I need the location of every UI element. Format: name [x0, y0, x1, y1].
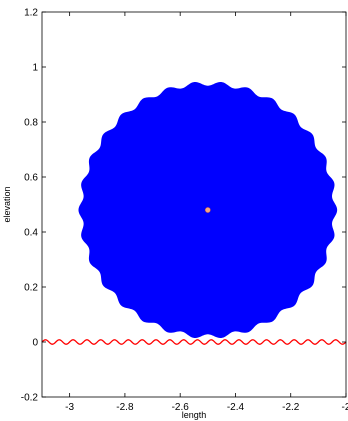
plot-frame	[41, 11, 347, 398]
x-axis-ticks: -3 -2.8 -2.6 -2.4 -2.2 -2	[65, 12, 348, 413]
y-tick-label: 1.2	[24, 8, 38, 19]
x-tick-label: -2	[342, 402, 348, 413]
y-tick-label: 0.8	[24, 118, 38, 129]
y-tick-label: 1	[32, 63, 38, 74]
plot-content	[41, 81, 347, 345]
y-tick-label: 0.4	[24, 228, 38, 239]
y-axis-ticks: -0.2 0 0.2 0.4 0.6 0.8 1 1.2	[21, 8, 346, 404]
y-tick-label: 0.2	[24, 283, 38, 294]
x-tick-label: -2.8	[116, 402, 134, 413]
x-tick-label: -2.2	[282, 402, 300, 413]
x-tick-label: -2.4	[227, 402, 245, 413]
y-tick-label: 0.6	[24, 173, 38, 184]
y-tick-label: -0.2	[21, 393, 39, 404]
y-axis-label: elevation	[2, 186, 12, 222]
ground-line	[41, 339, 347, 345]
x-tick-label: -2.6	[172, 402, 190, 413]
center-point	[204, 207, 211, 213]
x-tick-label: -3	[65, 402, 74, 413]
x-axis-label: length	[182, 410, 207, 420]
y-tick-label: 0	[32, 338, 38, 349]
